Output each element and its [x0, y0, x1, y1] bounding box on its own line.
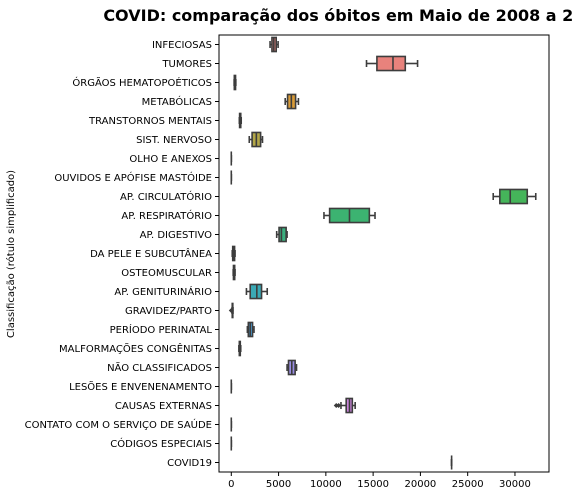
- chart-title: COVID: comparação dos óbitos em Maio de …: [103, 6, 572, 25]
- y-tick-label: MALFORMAÇÕES CONGÊNITAS: [59, 342, 212, 355]
- y-tick-label: AP. DIGESTIVO: [140, 230, 212, 241]
- y-tick-label: OLHO E ANEXOS: [129, 154, 212, 165]
- y-tick-label: INFECIOSAS: [152, 40, 212, 51]
- plot-area: 0 5000 10000 15000 20000 25000 30000 INFECIOSAS…: [25, 34, 550, 490]
- x-tick-label: 25000: [452, 479, 484, 490]
- y-tick-label: SIST. NERVOSO: [136, 135, 212, 146]
- y-tick-label: NÃO CLASSIFICADOS: [107, 361, 212, 374]
- outlier-point: [228, 308, 234, 313]
- x-tick-label: 20000: [404, 479, 436, 490]
- y-tick-label: CAUSAS EXTERNAS: [115, 401, 212, 412]
- y-tick-label: GRAVIDEZ/PARTO: [125, 306, 212, 317]
- x-tick-label: 10000: [310, 479, 342, 490]
- y-tick-label: AP. CIRCULATÓRIO: [120, 190, 212, 203]
- y-tick-label: ÓRGÃOS HEMATOPOÉTICOS: [72, 76, 212, 89]
- y-tick-label: COVID19: [167, 458, 212, 469]
- outlier-point: [336, 403, 342, 408]
- x-tick-label: 30000: [499, 479, 531, 490]
- box: [499, 188, 529, 205]
- plot-frame: [218, 34, 550, 473]
- y-tick-label: AP. GENITURINÁRIO: [114, 285, 212, 298]
- y-tick-label: CONTATO COM O SERVIÇO DE SAÚDE: [25, 418, 212, 431]
- y-axis-label: Classificação (rótulo simplificado): [5, 170, 17, 338]
- y-tick-label: OUVIDOS E APÓFISE MASTÓIDE: [54, 171, 212, 184]
- x-tick-label: 15000: [357, 479, 389, 490]
- y-tick-label: LESÕES E ENVENENAMENTO: [69, 380, 212, 393]
- y-tick-label: OSTEOMUSCULAR: [121, 268, 212, 279]
- x-tick-label: 0: [228, 479, 234, 490]
- box: [376, 55, 407, 72]
- x-tick-label: 5000: [266, 479, 291, 490]
- y-tick-label: TUMORES: [161, 59, 212, 70]
- y-tick-label: PERÍODO PERINATAL: [110, 323, 213, 336]
- y-tick-label: TRANSTORNOS MENTAIS: [88, 116, 212, 127]
- y-tick-label: CÓDIGOS ESPECIAIS: [110, 437, 212, 450]
- y-tick-label: METABÓLICAS: [142, 95, 212, 108]
- box: [249, 283, 263, 300]
- box: [278, 226, 287, 243]
- y-tick-label: AP. RESPIRATÓRIO: [121, 209, 212, 222]
- y-tick-label: DA PELE E SUBCUTÂNEA: [90, 247, 212, 260]
